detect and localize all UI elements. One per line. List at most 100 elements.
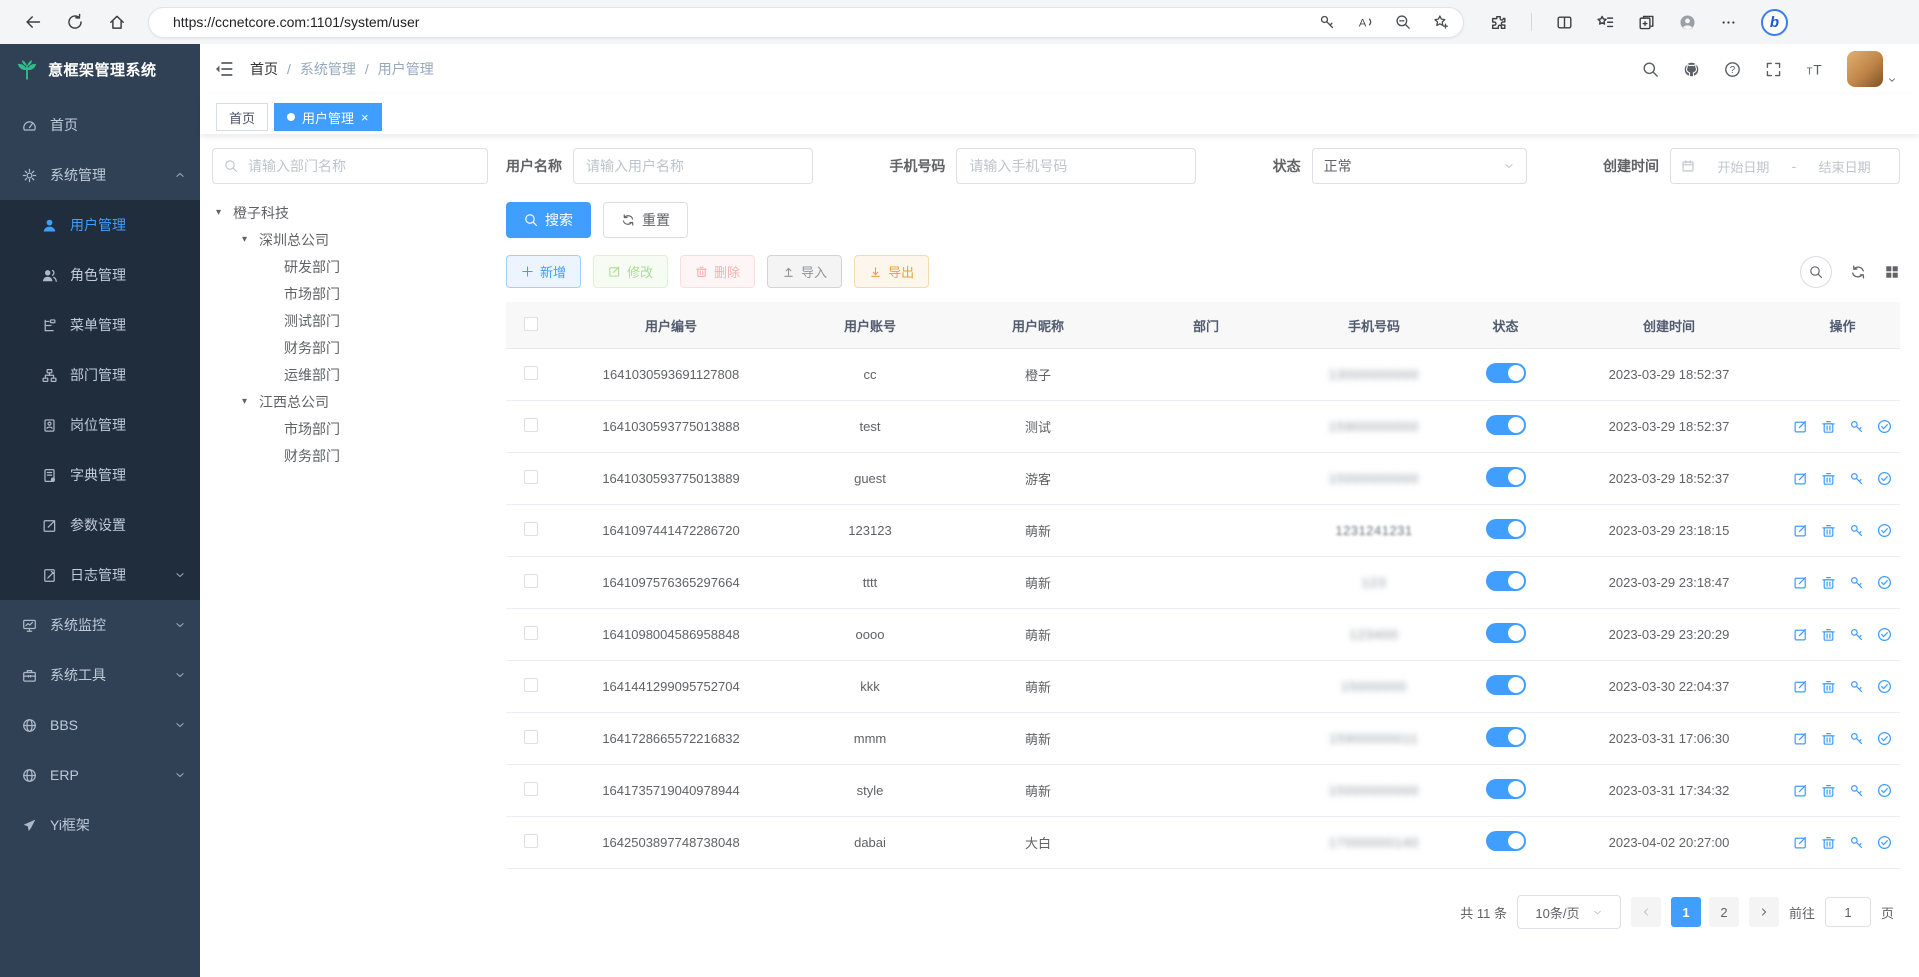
delete-action-icon[interactable]	[1821, 783, 1836, 798]
date-start-placeholder[interactable]: 开始日期	[1717, 159, 1770, 175]
tree-node[interactable]: 研发部门	[284, 258, 340, 275]
status-toggle[interactable]	[1485, 467, 1526, 487]
check-action-icon[interactable]	[1877, 835, 1892, 850]
url-text[interactable]: https://ccnetcore.com:1101/system/user	[173, 14, 420, 30]
page-2-button[interactable]: 2	[1708, 897, 1739, 927]
delete-action-icon[interactable]	[1821, 419, 1836, 434]
check-action-icon[interactable]	[1877, 419, 1892, 434]
github-icon[interactable]	[1683, 61, 1700, 78]
tree-node[interactable]: 财务部门	[284, 447, 340, 464]
status-toggle[interactable]	[1485, 363, 1526, 383]
status-select[interactable]: 正常	[1311, 148, 1527, 184]
key-action-icon[interactable]	[1849, 731, 1864, 746]
page-1-button[interactable]: 1	[1670, 897, 1701, 927]
edit-action-icon[interactable]	[1793, 783, 1808, 798]
sidebar-item-role[interactable]: 角色管理	[0, 250, 200, 300]
delete-action-icon[interactable]	[1821, 471, 1836, 486]
tree-node[interactable]: 市场部门	[284, 285, 340, 302]
delete-button[interactable]: 删除	[680, 255, 756, 288]
status-toggle[interactable]	[1485, 519, 1526, 539]
breadcrumb-home[interactable]: 首页	[250, 61, 278, 77]
tree-node[interactable]: 测试部门	[284, 312, 340, 329]
select-all-checkbox[interactable]	[524, 316, 538, 331]
row-checkbox[interactable]	[524, 626, 538, 640]
search-tool-icon[interactable]	[1800, 255, 1832, 288]
next-page-button[interactable]	[1748, 897, 1779, 927]
import-button[interactable]: 导入	[767, 255, 843, 288]
sidebar-item-home[interactable]: 首页	[0, 100, 200, 150]
status-toggle[interactable]	[1485, 779, 1526, 799]
sidebar-item-dept[interactable]: 部门管理	[0, 350, 200, 400]
sidebar-item-user[interactable]: 用户管理	[0, 200, 200, 250]
dept-search-box[interactable]	[212, 148, 488, 184]
key-action-icon[interactable]	[1849, 835, 1864, 850]
breadcrumb-system[interactable]: 系统管理	[299, 61, 356, 77]
key-action-icon[interactable]	[1849, 783, 1864, 798]
edit-action-icon[interactable]	[1793, 523, 1808, 538]
delete-action-icon[interactable]	[1821, 627, 1836, 642]
tree-node[interactable]: 市场部门	[284, 420, 340, 437]
read-aloud-icon[interactable]: A	[1357, 14, 1373, 30]
status-toggle[interactable]	[1485, 831, 1526, 851]
zoom-out-icon[interactable]	[1395, 14, 1411, 30]
sidebar-item-post[interactable]: 岗位管理	[0, 400, 200, 450]
key-action-icon[interactable]	[1849, 575, 1864, 590]
check-action-icon[interactable]	[1877, 627, 1892, 642]
user-menu[interactable]	[1847, 51, 1897, 87]
address-bar[interactable]: https://ccnetcore.com:1101/system/user A	[148, 6, 1464, 38]
delete-action-icon[interactable]	[1821, 731, 1836, 746]
tab-user-management[interactable]: 用户管理 ×	[274, 103, 382, 131]
row-checkbox[interactable]	[524, 418, 538, 432]
edit-action-icon[interactable]	[1793, 575, 1808, 590]
edit-action-icon[interactable]	[1793, 731, 1808, 746]
search-icon[interactable]	[1642, 61, 1659, 78]
row-checkbox[interactable]	[524, 366, 538, 380]
add-favorite-icon[interactable]	[1433, 14, 1449, 30]
browser-reload-icon[interactable]	[60, 7, 90, 37]
check-action-icon[interactable]	[1877, 471, 1892, 486]
tree-node[interactable]: 财务部门	[284, 339, 340, 356]
collections-icon[interactable]	[1638, 14, 1655, 31]
extensions-icon[interactable]	[1490, 14, 1507, 31]
edit-action-icon[interactable]	[1793, 627, 1808, 642]
split-screen-icon[interactable]	[1556, 14, 1573, 31]
username-input[interactable]	[573, 148, 813, 184]
edit-action-icon[interactable]	[1793, 835, 1808, 850]
edit-button[interactable]: 修改	[593, 255, 669, 288]
row-checkbox[interactable]	[524, 782, 538, 796]
grid-tool-icon[interactable]	[1884, 264, 1900, 280]
row-checkbox[interactable]	[524, 730, 538, 744]
check-action-icon[interactable]	[1877, 783, 1892, 798]
tab-home[interactable]: 首页	[216, 103, 269, 131]
row-checkbox[interactable]	[524, 522, 538, 536]
browser-back-icon[interactable]	[18, 7, 48, 37]
status-toggle[interactable]	[1485, 727, 1526, 747]
phone-input[interactable]	[956, 148, 1197, 184]
row-checkbox[interactable]	[524, 678, 538, 692]
settings-menu-icon[interactable]	[1720, 14, 1737, 31]
row-checkbox[interactable]	[524, 574, 538, 588]
page-size-select[interactable]: 10条/页	[1516, 895, 1621, 929]
tree-node[interactable]: ▾ 江西总公司	[242, 393, 329, 410]
export-button[interactable]: 导出	[854, 255, 930, 288]
refresh-tool-icon[interactable]	[1850, 264, 1866, 280]
delete-action-icon[interactable]	[1821, 523, 1836, 538]
key-action-icon[interactable]	[1849, 471, 1864, 486]
goto-page-input[interactable]	[1824, 897, 1871, 927]
edit-action-icon[interactable]	[1793, 679, 1808, 694]
sidebar-item-tool[interactable]: 系统工具	[0, 650, 200, 700]
row-checkbox[interactable]	[524, 834, 538, 848]
sidebar-item-erp[interactable]: ERP	[0, 750, 200, 800]
delete-action-icon[interactable]	[1821, 575, 1836, 590]
dept-search-input[interactable]	[246, 157, 476, 175]
status-toggle[interactable]	[1485, 571, 1526, 591]
tree-node[interactable]: ▾ 深圳总公司	[242, 231, 329, 248]
sidebar-item-dict[interactable]: 字典管理	[0, 450, 200, 500]
edit-action-icon[interactable]	[1793, 471, 1808, 486]
check-action-icon[interactable]	[1877, 523, 1892, 538]
sidebar-item-menu[interactable]: 菜单管理	[0, 300, 200, 350]
collapse-menu-icon[interactable]	[214, 59, 234, 79]
check-action-icon[interactable]	[1877, 731, 1892, 746]
check-action-icon[interactable]	[1877, 679, 1892, 694]
